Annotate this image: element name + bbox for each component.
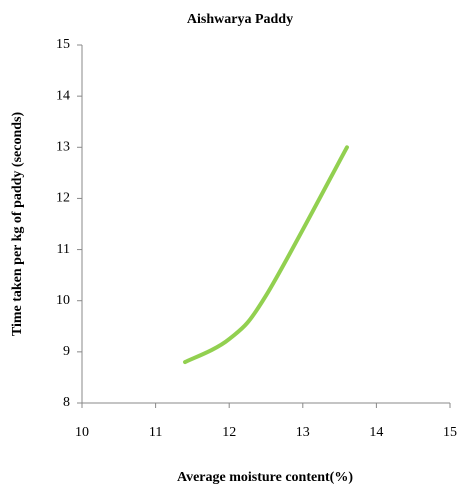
data-line: [183, 145, 349, 365]
y-tick-label: 8: [63, 395, 70, 410]
x-axis-label: Average moisture content(%): [177, 470, 353, 485]
x-tick-label: 12: [222, 425, 236, 440]
y-axis-label: Time taken per kg of paddy (seconds): [10, 112, 25, 337]
y-tick-label: 15: [56, 37, 70, 52]
y-tick-label: 12: [56, 191, 70, 206]
x-tick-label: 15: [443, 425, 457, 440]
y-tick-label: 9: [63, 344, 70, 359]
y-tick-label: 10: [56, 293, 70, 308]
x-tick-label: 11: [149, 425, 162, 440]
y-tick-label: 11: [57, 242, 70, 257]
chart-title: Aishwarya Paddy: [187, 12, 293, 27]
x-tick-label: 13: [296, 425, 310, 440]
y-tick-label: 13: [56, 140, 70, 155]
x-tick-label: 10: [75, 425, 89, 440]
x-tick-label: 14: [369, 425, 383, 440]
y-tick-label: 14: [56, 88, 70, 103]
